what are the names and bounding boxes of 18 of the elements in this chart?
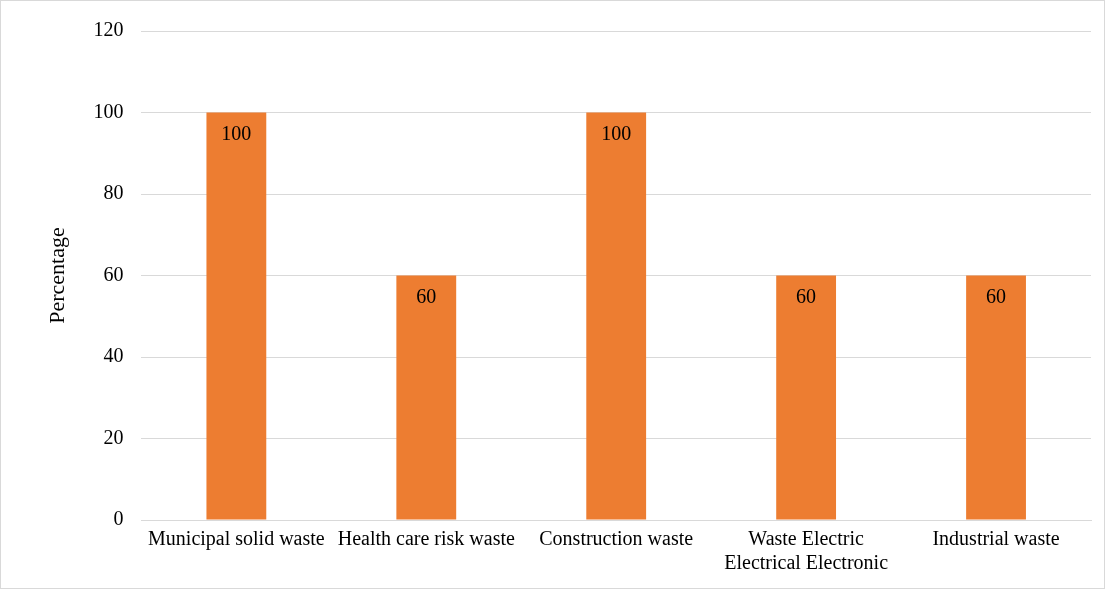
x-tick-label: Industrial waste: [932, 527, 1060, 550]
y-tick-label: 100: [93, 99, 124, 122]
y-tick-label: 80: [103, 181, 124, 204]
y-axis-title: Percentage: [43, 227, 69, 324]
data-label: 60: [986, 284, 1007, 307]
y-tick-label: 40: [103, 344, 124, 367]
data-label: 100: [601, 121, 632, 144]
x-tick-label: Waste Electric Electrical Electronic: [724, 527, 889, 574]
x-tick-label: Health care risk waste: [337, 527, 515, 550]
data-label: 60: [416, 284, 437, 307]
y-tick-label: 60: [103, 262, 124, 285]
x-tick-label: Municipal solid waste: [148, 527, 325, 551]
y-tick-label: 120: [93, 18, 124, 41]
data-label: 60: [796, 284, 817, 307]
y-tick-label: 20: [103, 425, 124, 448]
x-tick-label: Construction waste: [539, 527, 694, 550]
y-tick-label: 0: [113, 507, 124, 530]
data-label: 100: [221, 121, 252, 144]
